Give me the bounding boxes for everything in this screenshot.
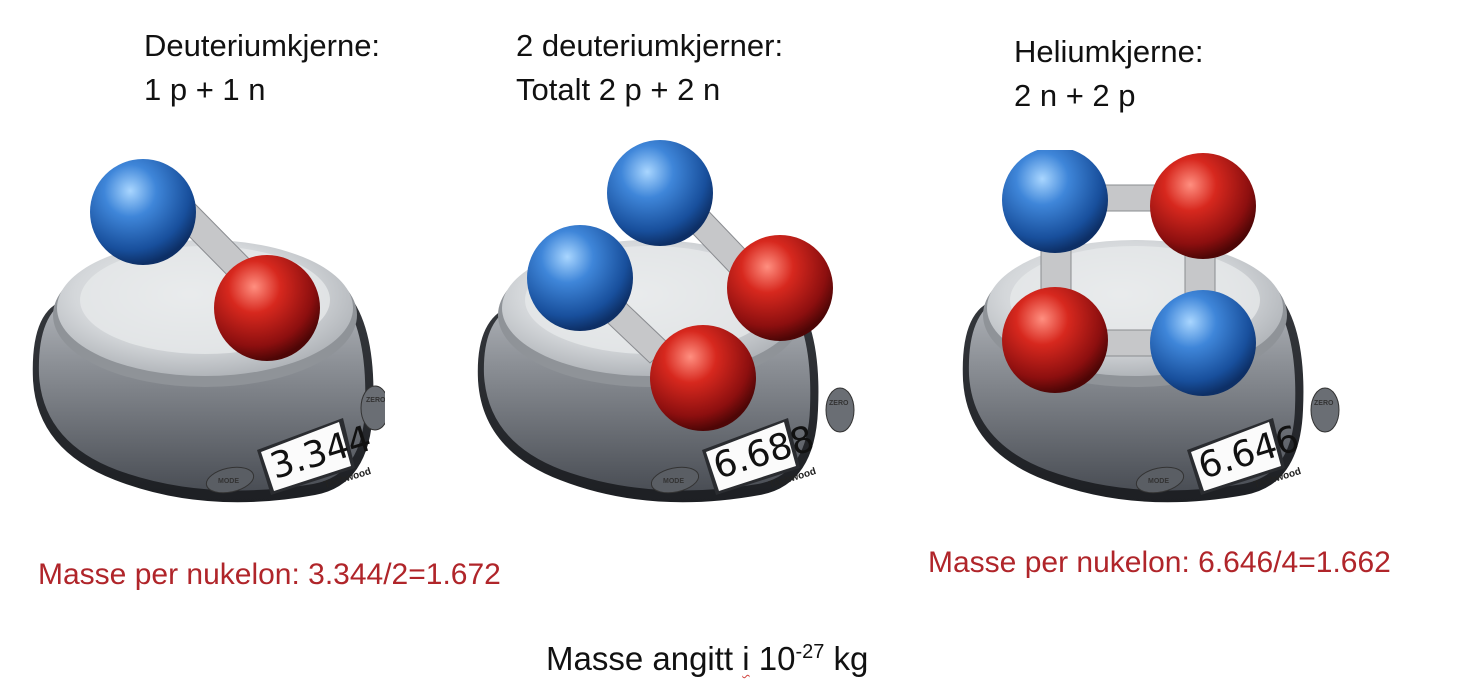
footer-exponent: -27: [795, 641, 825, 663]
panel-2-heading-line2: Totalt 2 p + 2 n: [516, 72, 721, 107]
panel-3-heading-line2: 2 n + 2 p: [1014, 78, 1136, 113]
neutron-icon: [1150, 153, 1256, 259]
scale-3-mode-button[interactable]: MODE: [1134, 463, 1186, 496]
neutron-icon: [650, 325, 756, 431]
scale-3: 6.646 Techwood MODE ZERO: [962, 150, 1340, 503]
panel-2-heading-line1: 2 deuteriumkjerner:: [516, 28, 784, 63]
neutron-icon: [727, 235, 833, 341]
proton-icon: [90, 159, 196, 265]
neutron-icon: [1002, 287, 1108, 393]
svg-text:MODE: MODE: [1148, 478, 1169, 485]
svg-text:ZERO: ZERO: [1314, 400, 1334, 407]
footer-base: 10: [749, 640, 796, 677]
footer-unit: kg: [824, 640, 869, 677]
panel-2-nucleus: [527, 140, 833, 431]
panel-1-heading: Deuteriumkjerne: 1 p + 1 n: [144, 24, 380, 112]
scale-1: 3.344 Techwood MODE ZERO: [32, 159, 385, 503]
proton-icon: [527, 225, 633, 331]
scale-3-display: 6.646 Techwood: [1187, 418, 1304, 495]
scale-2-mode-button[interactable]: MODE: [649, 463, 701, 496]
scale-1-zero-button[interactable]: ZERO: [360, 385, 385, 431]
panel-2-heading: 2 deuteriumkjerner: Totalt 2 p + 2 n: [516, 24, 783, 112]
panel-1-heading-line1: Deuteriumkjerne:: [144, 28, 381, 63]
scale-3-zero-button[interactable]: ZERO: [1310, 387, 1340, 433]
neutron-icon: [214, 255, 320, 361]
panel-3-heading: Heliumkjerne: 2 n + 2 p: [1014, 30, 1204, 118]
svg-text:ZERO: ZERO: [829, 400, 849, 407]
scale-2: 6.688 Techwood MODE ZERO: [477, 140, 855, 503]
svg-text:MODE: MODE: [218, 478, 239, 485]
panel-1-heading-line2: 1 p + 1 n: [144, 72, 266, 107]
footer-unit-note: Masse angitt i 10-27 kg: [546, 640, 868, 678]
svg-text:ZERO: ZERO: [366, 397, 385, 404]
note-mass-per-nucleon-helium: Masse per nukelon: 6.646/4=1.662: [928, 546, 1391, 579]
panel-3-nucleus: [1002, 150, 1256, 396]
footer-prefix: Masse angitt: [546, 640, 743, 677]
scale-1-mode-button[interactable]: MODE: [204, 463, 256, 496]
scale-2-zero-button[interactable]: ZERO: [825, 387, 855, 433]
panel-3-heading-line1: Heliumkjerne:: [1014, 34, 1204, 69]
footer-underlined-word: i: [742, 640, 750, 677]
proton-icon: [607, 140, 713, 246]
proton-icon: [1002, 150, 1108, 253]
panel-1-nucleus: [90, 159, 320, 361]
svg-text:MODE: MODE: [663, 478, 684, 485]
proton-icon: [1150, 290, 1256, 396]
note-mass-per-nucleon-deuterium: Masse per nukelon: 3.344/2=1.672: [38, 558, 501, 591]
scale-1-display: 3.344 Techwood: [257, 418, 376, 495]
